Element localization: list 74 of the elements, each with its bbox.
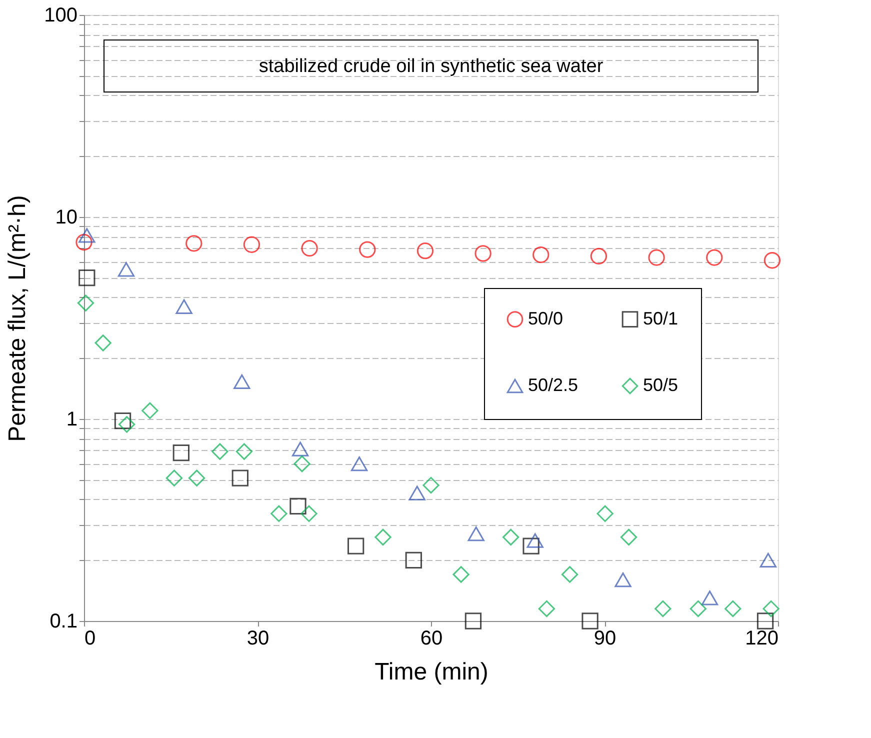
point	[290, 498, 306, 515]
legend-label: 50/5	[643, 375, 678, 395]
point	[78, 228, 96, 243]
point	[350, 456, 368, 472]
legend-label: 50/1	[643, 308, 678, 328]
point	[292, 442, 309, 456]
x-tick-label: 30	[246, 628, 270, 650]
point	[172, 444, 190, 462]
point	[620, 528, 638, 546]
point	[300, 505, 318, 522]
point	[94, 334, 112, 352]
point	[701, 590, 718, 606]
x-tick-label: 60	[420, 628, 443, 650]
point	[561, 566, 578, 583]
y-tick-label: 1	[66, 408, 78, 430]
point	[408, 486, 426, 500]
legend-label: 50/2.5	[528, 375, 578, 395]
point	[114, 412, 132, 430]
point	[236, 443, 253, 460]
point	[422, 476, 440, 494]
point	[176, 299, 192, 314]
point	[538, 600, 555, 618]
point	[464, 612, 482, 630]
point	[270, 505, 288, 522]
point	[78, 269, 96, 286]
text: stabilized crude oil in synthetic sea water	[258, 56, 604, 77]
point	[294, 455, 310, 472]
point	[654, 600, 672, 618]
point	[468, 526, 484, 542]
legend-label: 50/0	[528, 308, 564, 328]
point	[212, 443, 228, 460]
point	[374, 528, 392, 546]
x-axis-title: Time (min)	[374, 658, 488, 686]
point	[347, 538, 364, 554]
point	[706, 249, 723, 266]
point	[590, 248, 608, 264]
point	[526, 533, 544, 548]
point	[142, 402, 158, 419]
point	[166, 470, 183, 486]
point	[301, 240, 318, 257]
point	[232, 470, 248, 486]
y-tick-label: 100	[44, 4, 78, 26]
point	[522, 538, 540, 554]
point	[648, 249, 665, 266]
point	[416, 242, 434, 260]
point	[186, 235, 202, 252]
point	[756, 612, 774, 630]
point	[582, 612, 598, 630]
point	[243, 236, 260, 253]
x-tick-label: 90	[594, 628, 616, 650]
y-tick-label: 10	[55, 206, 78, 228]
point	[118, 416, 136, 433]
point	[234, 374, 250, 390]
point	[532, 246, 550, 264]
point	[724, 600, 742, 618]
point	[118, 262, 135, 277]
point	[452, 566, 470, 583]
point	[764, 252, 781, 269]
point	[188, 470, 206, 486]
point	[596, 505, 614, 522]
point	[77, 294, 94, 312]
point	[690, 600, 707, 618]
point	[474, 245, 492, 262]
point	[502, 528, 520, 546]
x-tick-label: 120	[745, 628, 778, 650]
point	[359, 241, 376, 258]
point	[405, 552, 422, 569]
point	[76, 234, 92, 251]
point	[762, 600, 780, 618]
point	[760, 552, 776, 568]
y-tick-label: 0.1	[50, 610, 78, 632]
point	[614, 572, 632, 588]
y-axis-title: Permeate flux, L/(m²·h)	[4, 195, 32, 442]
x-tick-label: 0	[84, 628, 96, 650]
